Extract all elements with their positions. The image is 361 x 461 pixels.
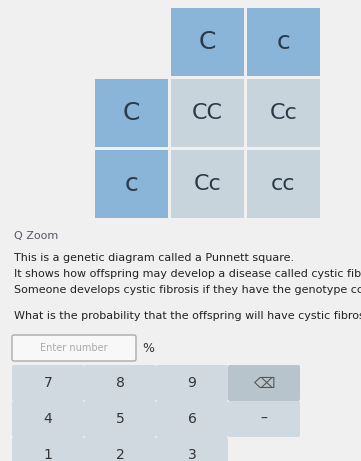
Text: 8: 8: [116, 376, 125, 390]
FancyBboxPatch shape: [84, 401, 156, 437]
FancyBboxPatch shape: [12, 365, 84, 401]
FancyBboxPatch shape: [84, 365, 156, 401]
Text: 9: 9: [188, 376, 196, 390]
Bar: [247, 150, 320, 218]
FancyBboxPatch shape: [228, 401, 300, 437]
Text: Cc: Cc: [193, 174, 221, 194]
Text: 4: 4: [44, 412, 52, 426]
Bar: [171, 8, 244, 76]
Text: %: %: [142, 342, 154, 355]
Text: 2: 2: [116, 448, 125, 461]
FancyBboxPatch shape: [12, 335, 136, 361]
Bar: [171, 150, 244, 218]
Text: Enter number: Enter number: [40, 343, 108, 353]
Text: Q Zoom: Q Zoom: [14, 231, 58, 241]
Bar: [171, 79, 244, 147]
Text: ⌫: ⌫: [253, 376, 275, 390]
Text: 1: 1: [44, 448, 52, 461]
Text: cc: cc: [271, 174, 296, 194]
FancyBboxPatch shape: [84, 437, 156, 461]
Bar: [247, 79, 320, 147]
Text: c: c: [125, 172, 138, 196]
Text: Someone develops cystic fibrosis if they have the genotype cc.: Someone develops cystic fibrosis if they…: [14, 285, 361, 295]
Text: 7: 7: [44, 376, 52, 390]
FancyBboxPatch shape: [228, 365, 300, 401]
Bar: [95, 150, 168, 218]
Text: c: c: [277, 30, 290, 54]
Text: –: –: [261, 412, 268, 426]
Text: C: C: [199, 30, 216, 54]
Text: CC: CC: [192, 103, 223, 123]
FancyBboxPatch shape: [156, 437, 228, 461]
Text: What is the probability that the offspring will have cystic fibrosis?: What is the probability that the offspri…: [14, 311, 361, 321]
Text: 6: 6: [188, 412, 196, 426]
Text: C: C: [123, 101, 140, 125]
FancyBboxPatch shape: [12, 401, 84, 437]
FancyBboxPatch shape: [12, 437, 84, 461]
Bar: [247, 8, 320, 76]
Text: Cc: Cc: [270, 103, 297, 123]
Text: 5: 5: [116, 412, 125, 426]
FancyBboxPatch shape: [156, 401, 228, 437]
Text: 3: 3: [188, 448, 196, 461]
Text: It shows how offspring may develop a disease called cystic fibrosis.: It shows how offspring may develop a dis…: [14, 269, 361, 279]
FancyBboxPatch shape: [156, 365, 228, 401]
Bar: [95, 79, 168, 147]
Text: This is a genetic diagram called a Punnett square.: This is a genetic diagram called a Punne…: [14, 253, 294, 263]
